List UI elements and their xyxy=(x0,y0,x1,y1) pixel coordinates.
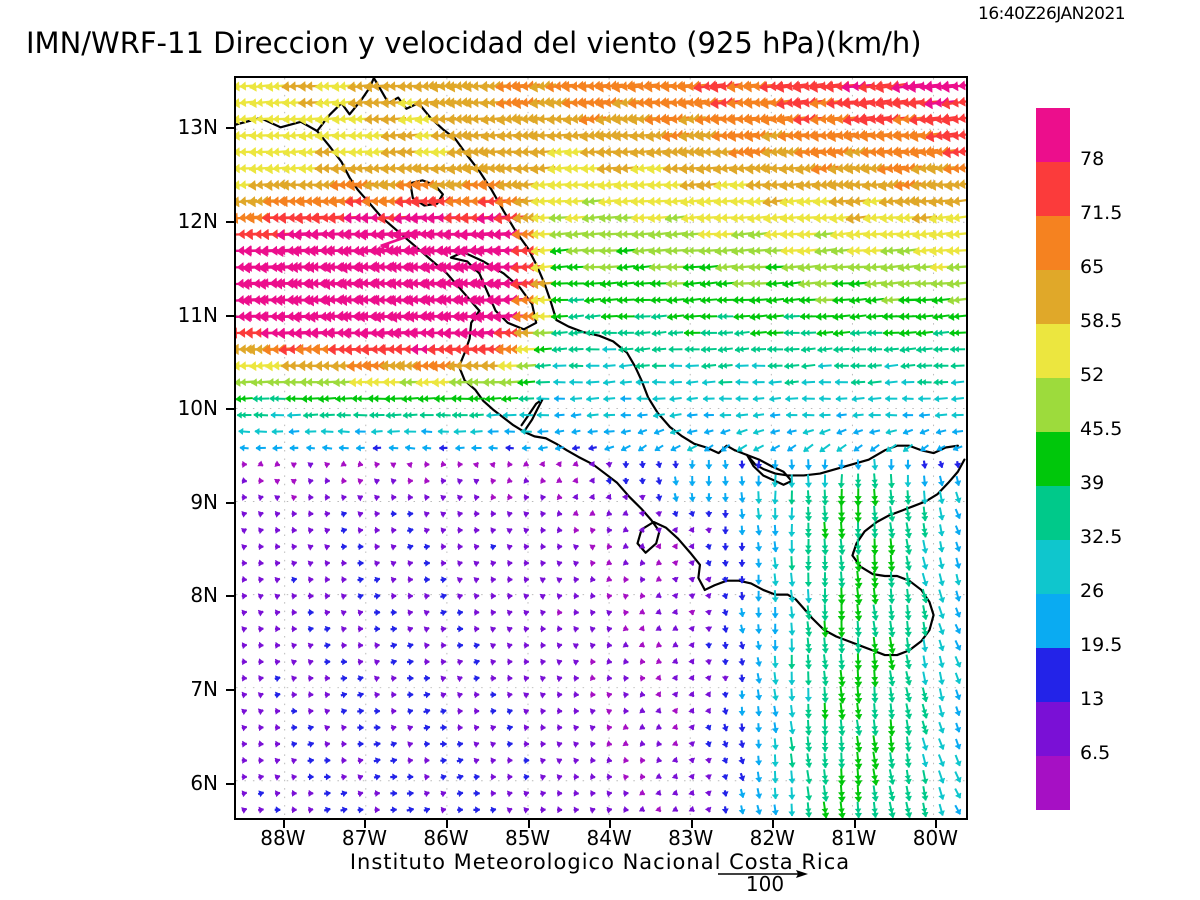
colorbar-band xyxy=(1036,486,1070,540)
x-tick-mark xyxy=(609,820,612,828)
x-tick-mark xyxy=(772,820,775,828)
map-plot-area xyxy=(234,76,968,820)
x-tick-mark xyxy=(446,820,449,828)
colorbar-band xyxy=(1036,324,1070,378)
x-tick-mark xyxy=(527,820,530,828)
colorbar-label: 19.5 xyxy=(1080,634,1123,656)
colorbar-label: 26 xyxy=(1080,580,1105,602)
colorbar-band xyxy=(1036,162,1070,216)
reference-vector-arrow xyxy=(718,870,808,878)
y-tick-mark xyxy=(226,688,235,691)
x-tick-81W: 81W xyxy=(831,826,877,850)
y-tick-mark xyxy=(226,221,235,224)
y-tick-10N: 10N xyxy=(177,396,218,421)
wind-vector-field xyxy=(236,78,966,818)
x-tick-85W: 85W xyxy=(504,826,551,850)
colorbar-band xyxy=(1036,594,1070,648)
page-title: IMN/WRF-11 Direccion y velocidad del vie… xyxy=(26,26,922,60)
x-tick-mark xyxy=(690,820,693,828)
x-tick-83W: 83W xyxy=(668,826,714,850)
y-tick-mark xyxy=(226,782,235,785)
y-tick-mark xyxy=(226,127,235,130)
colorbar xyxy=(1036,108,1070,810)
valid-timestamp: 16:40Z26JAN2021 xyxy=(978,4,1126,24)
y-tick-12N: 12N xyxy=(177,209,218,234)
x-tick-88W: 88W xyxy=(260,826,306,850)
colorbar-band xyxy=(1036,756,1070,810)
x-tick-86W: 86W xyxy=(423,826,469,850)
y-tick-6N: 6N xyxy=(190,770,218,795)
colorbar-label: 39 xyxy=(1080,472,1105,494)
y-tick-mark xyxy=(226,501,235,504)
colorbar-band xyxy=(1036,540,1070,594)
x-tick-mark xyxy=(282,820,285,828)
x-tick-82W: 82W xyxy=(749,826,795,850)
x-tick-87W: 87W xyxy=(341,826,388,850)
colorbar-label: 52 xyxy=(1080,364,1105,386)
attribution-text: Instituto Meteorologico Nacional Costa R… xyxy=(349,850,851,874)
y-tick-7N: 7N xyxy=(190,676,218,701)
colorbar-band xyxy=(1036,216,1070,270)
colorbar-label: 45.5 xyxy=(1080,418,1123,440)
x-tick-mark xyxy=(364,820,367,828)
x-tick-84W: 84W xyxy=(586,826,632,850)
y-tick-8N: 8N xyxy=(190,583,218,608)
y-tick-mark xyxy=(226,595,235,598)
colorbar-label: 6.5 xyxy=(1080,742,1111,764)
colorbar-label: 71.5 xyxy=(1080,202,1123,224)
y-tick-mark xyxy=(226,408,235,411)
colorbar-band xyxy=(1036,378,1070,432)
colorbar-label: 65 xyxy=(1080,256,1105,278)
x-tick-80W: 80W xyxy=(912,826,958,850)
y-tick-mark xyxy=(226,314,235,317)
reference-vector-label: 100 xyxy=(745,872,785,896)
colorbar-label: 78 xyxy=(1080,148,1105,170)
colorbar-band xyxy=(1036,432,1070,486)
colorbar-band xyxy=(1036,648,1070,702)
y-tick-13N: 13N xyxy=(177,115,218,140)
colorbar-band xyxy=(1036,270,1070,324)
x-tick-mark xyxy=(935,820,938,828)
colorbar-label: 58.5 xyxy=(1080,310,1123,332)
colorbar-band xyxy=(1036,108,1070,162)
y-tick-11N: 11N xyxy=(177,302,218,327)
colorbar-band xyxy=(1036,702,1070,756)
x-tick-mark xyxy=(853,820,856,828)
y-tick-9N: 9N xyxy=(190,489,218,514)
colorbar-label: 13 xyxy=(1080,688,1105,710)
colorbar-label: 32.5 xyxy=(1080,526,1123,548)
